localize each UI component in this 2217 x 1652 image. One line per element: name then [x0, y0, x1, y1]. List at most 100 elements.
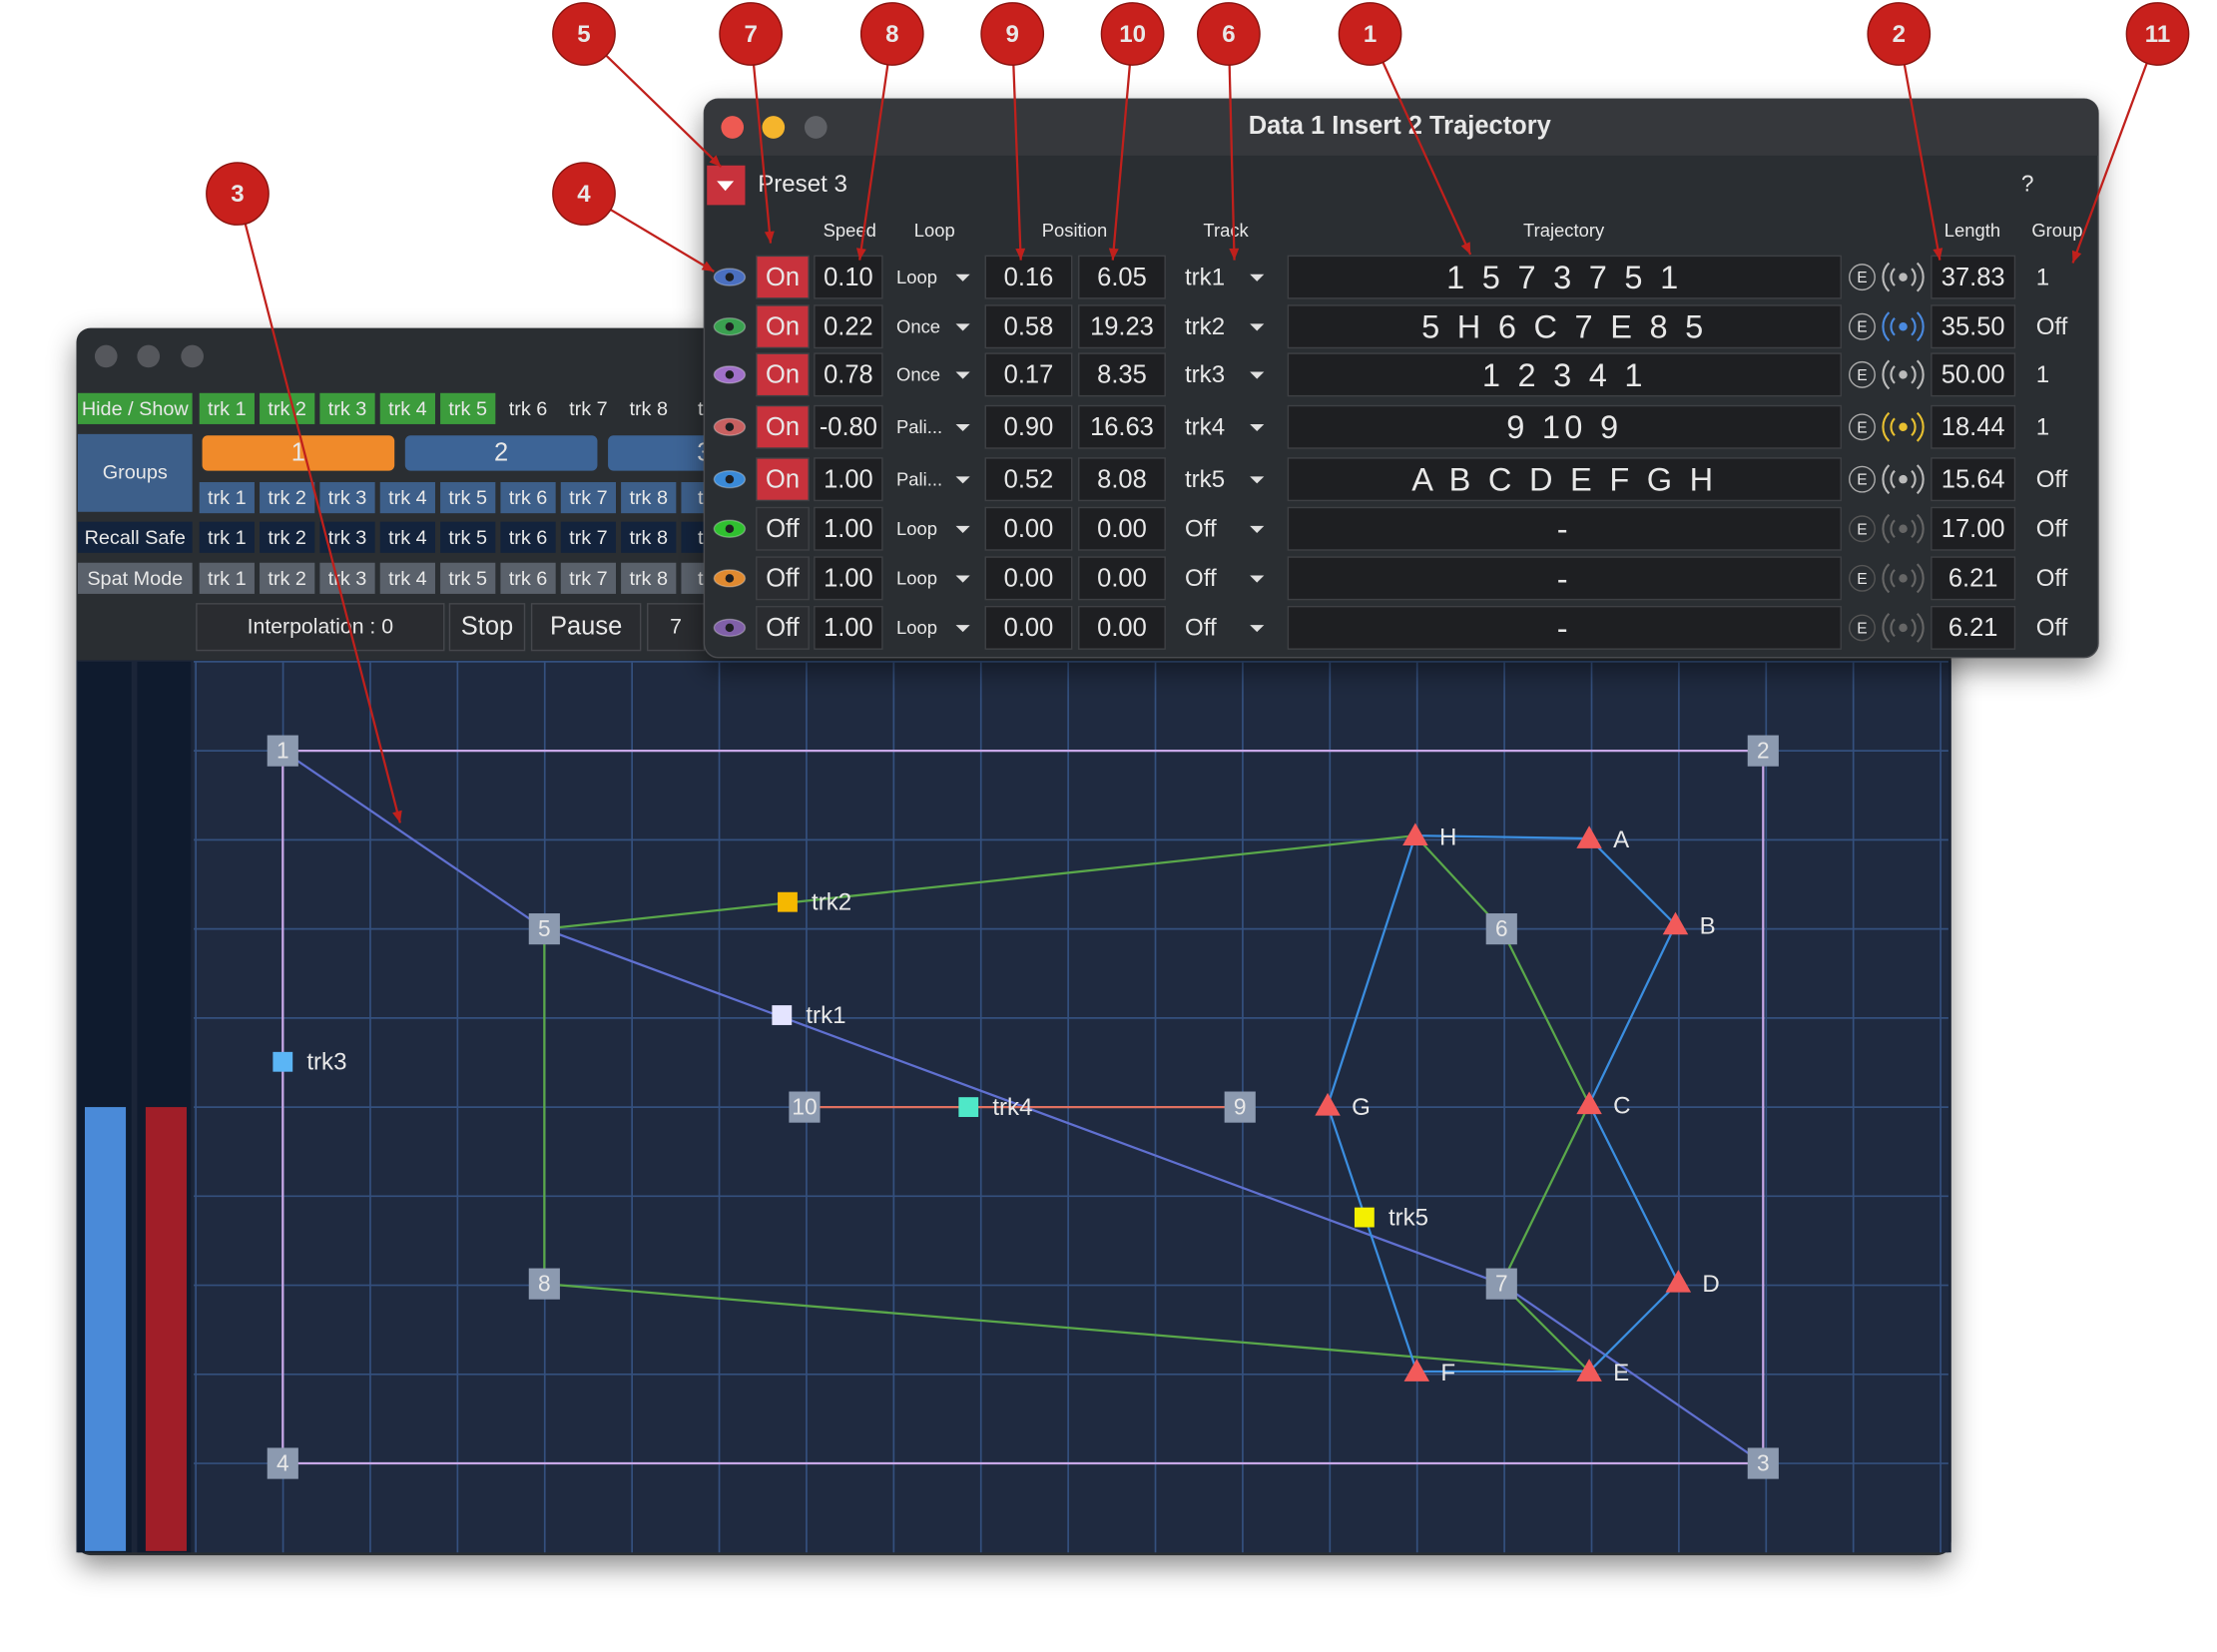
track-button-label[interactable]: trk 2 — [268, 527, 306, 549]
track-button[interactable] — [440, 392, 496, 424]
track-label[interactable]: trk3 — [306, 1049, 346, 1076]
start-value[interactable]: 0.58 — [1004, 312, 1054, 340]
edit-button[interactable] — [1849, 264, 1876, 291]
dropdown-arrow[interactable] — [955, 323, 970, 331]
length-field[interactable] — [1931, 304, 2016, 349]
edit-label[interactable]: E — [1857, 620, 1867, 637]
group-value[interactable]: Off — [2036, 565, 2068, 592]
track-button[interactable] — [500, 482, 556, 514]
window-dot[interactable] — [762, 116, 786, 139]
position-field[interactable] — [1078, 605, 1166, 650]
speed-field[interactable] — [814, 506, 883, 551]
group-value[interactable]: 1 — [2036, 264, 2049, 290]
track-button-label[interactable]: trk 6 — [509, 568, 548, 590]
track-button[interactable] — [260, 562, 315, 594]
speaker-icon[interactable] — [1899, 623, 1908, 633]
state-label[interactable]: Off — [766, 564, 800, 592]
track-button-label[interactable]: trk 3 — [328, 487, 367, 509]
length-field[interactable] — [1931, 605, 2016, 650]
track-button-label[interactable]: trk 4 — [388, 487, 427, 509]
track-button-label[interactable]: trk 5 — [448, 527, 487, 549]
state-button[interactable] — [756, 352, 810, 397]
speed-field[interactable] — [814, 255, 883, 299]
track-button-label[interactable]: trk 1 — [208, 568, 247, 590]
start-value[interactable]: 0.52 — [1004, 465, 1054, 493]
length-value[interactable]: 37.83 — [1941, 264, 2005, 291]
trajectory-field[interactable] — [1287, 404, 1842, 449]
edit-label[interactable]: E — [1857, 521, 1867, 538]
trajectory-field[interactable] — [1287, 304, 1842, 349]
start-field[interactable] — [984, 556, 1073, 601]
track-button[interactable] — [560, 521, 617, 553]
preset-label[interactable]: Preset 3 — [758, 171, 847, 198]
trajectory-value[interactable]: 1 2 3 4 1 — [1482, 357, 1647, 393]
track-button[interactable] — [560, 482, 617, 514]
start-field[interactable] — [984, 404, 1073, 449]
start-field[interactable] — [984, 457, 1073, 502]
state-button[interactable] — [756, 304, 810, 349]
stop-button[interactable] — [448, 603, 526, 652]
start-value[interactable]: 0.90 — [1004, 413, 1054, 441]
track-button-label[interactable]: trk 1 — [208, 487, 247, 509]
track-button[interactable] — [379, 392, 435, 424]
position-value[interactable]: 0.00 — [1097, 614, 1147, 642]
dropdown-arrow[interactable] — [1250, 625, 1265, 633]
track-button[interactable] — [440, 521, 496, 553]
length-field[interactable] — [1931, 457, 2016, 502]
loop-mode[interactable]: Loop — [896, 568, 937, 589]
trajectory-value[interactable]: A B C D E F G H — [1411, 462, 1717, 498]
track-button[interactable] — [621, 562, 677, 594]
edit-button[interactable] — [1849, 413, 1876, 441]
track-button-label[interactable]: trk 4 — [388, 527, 427, 549]
track-marker[interactable] — [1354, 1207, 1375, 1228]
dropdown-arrow[interactable] — [1250, 423, 1265, 432]
track-button-label[interactable]: trk 6 — [509, 398, 548, 420]
loop-mode[interactable]: Once — [896, 315, 940, 336]
edit-button[interactable] — [1849, 465, 1876, 493]
state-label[interactable]: On — [766, 361, 800, 389]
group-button[interactable] — [404, 435, 598, 471]
speed-value[interactable]: 1.00 — [824, 564, 873, 592]
track-marker[interactable] — [772, 1005, 793, 1025]
group-value[interactable]: 1 — [2036, 361, 2049, 388]
loop-mode[interactable]: Pali... — [896, 468, 942, 489]
edit-button[interactable] — [1849, 614, 1876, 642]
position-value[interactable]: 0.00 — [1097, 564, 1147, 592]
edit-label[interactable]: E — [1857, 472, 1867, 489]
speed-value[interactable]: 0.10 — [824, 264, 873, 291]
start-value[interactable]: 0.00 — [1004, 564, 1054, 592]
track-button-label[interactable]: trk 8 — [629, 568, 668, 590]
state-button[interactable] — [756, 506, 810, 551]
loop-mode[interactable]: Loop — [896, 617, 937, 638]
length-field[interactable] — [1931, 404, 2016, 449]
state-label[interactable]: On — [766, 465, 800, 493]
speed-value[interactable]: 1.00 — [824, 515, 873, 543]
state-button[interactable] — [756, 556, 810, 601]
group-button-label[interactable]: 2 — [494, 438, 508, 466]
loop-mode[interactable]: Once — [896, 364, 940, 385]
track-button[interactable] — [560, 562, 617, 594]
dropdown-arrow[interactable] — [955, 476, 970, 484]
start-value[interactable]: 0.16 — [1004, 264, 1054, 291]
trajectory-value[interactable]: 1 5 7 3 7 5 1 — [1446, 260, 1682, 295]
edit-label[interactable]: E — [1857, 270, 1867, 286]
position-value[interactable]: 0.00 — [1097, 515, 1147, 543]
state-button[interactable] — [756, 605, 810, 650]
track-button-label[interactable]: trk 7 — [569, 568, 608, 590]
start-value[interactable]: 0.00 — [1004, 614, 1054, 642]
trajectory-value[interactable]: 5 H 6 C 7 E 8 5 — [1421, 309, 1707, 345]
speed-value[interactable]: 0.78 — [824, 361, 873, 389]
step-box-label[interactable]: 7 — [670, 615, 682, 639]
track-button-label[interactable]: trk 1 — [208, 527, 247, 549]
position-field[interactable] — [1078, 457, 1166, 502]
speaker-icon[interactable] — [1899, 574, 1908, 583]
edit-button[interactable] — [1849, 564, 1876, 592]
trajectory-value[interactable]: - — [1557, 511, 1572, 547]
position-field[interactable] — [1078, 352, 1166, 397]
speaker-icon[interactable] — [1899, 474, 1908, 484]
speed-field[interactable] — [814, 605, 883, 650]
length-value[interactable]: 6.21 — [1948, 614, 1998, 642]
dropdown-arrow[interactable] — [955, 625, 970, 633]
speed-value[interactable]: -0.80 — [820, 413, 877, 441]
trajectory-value[interactable]: - — [1557, 610, 1572, 646]
